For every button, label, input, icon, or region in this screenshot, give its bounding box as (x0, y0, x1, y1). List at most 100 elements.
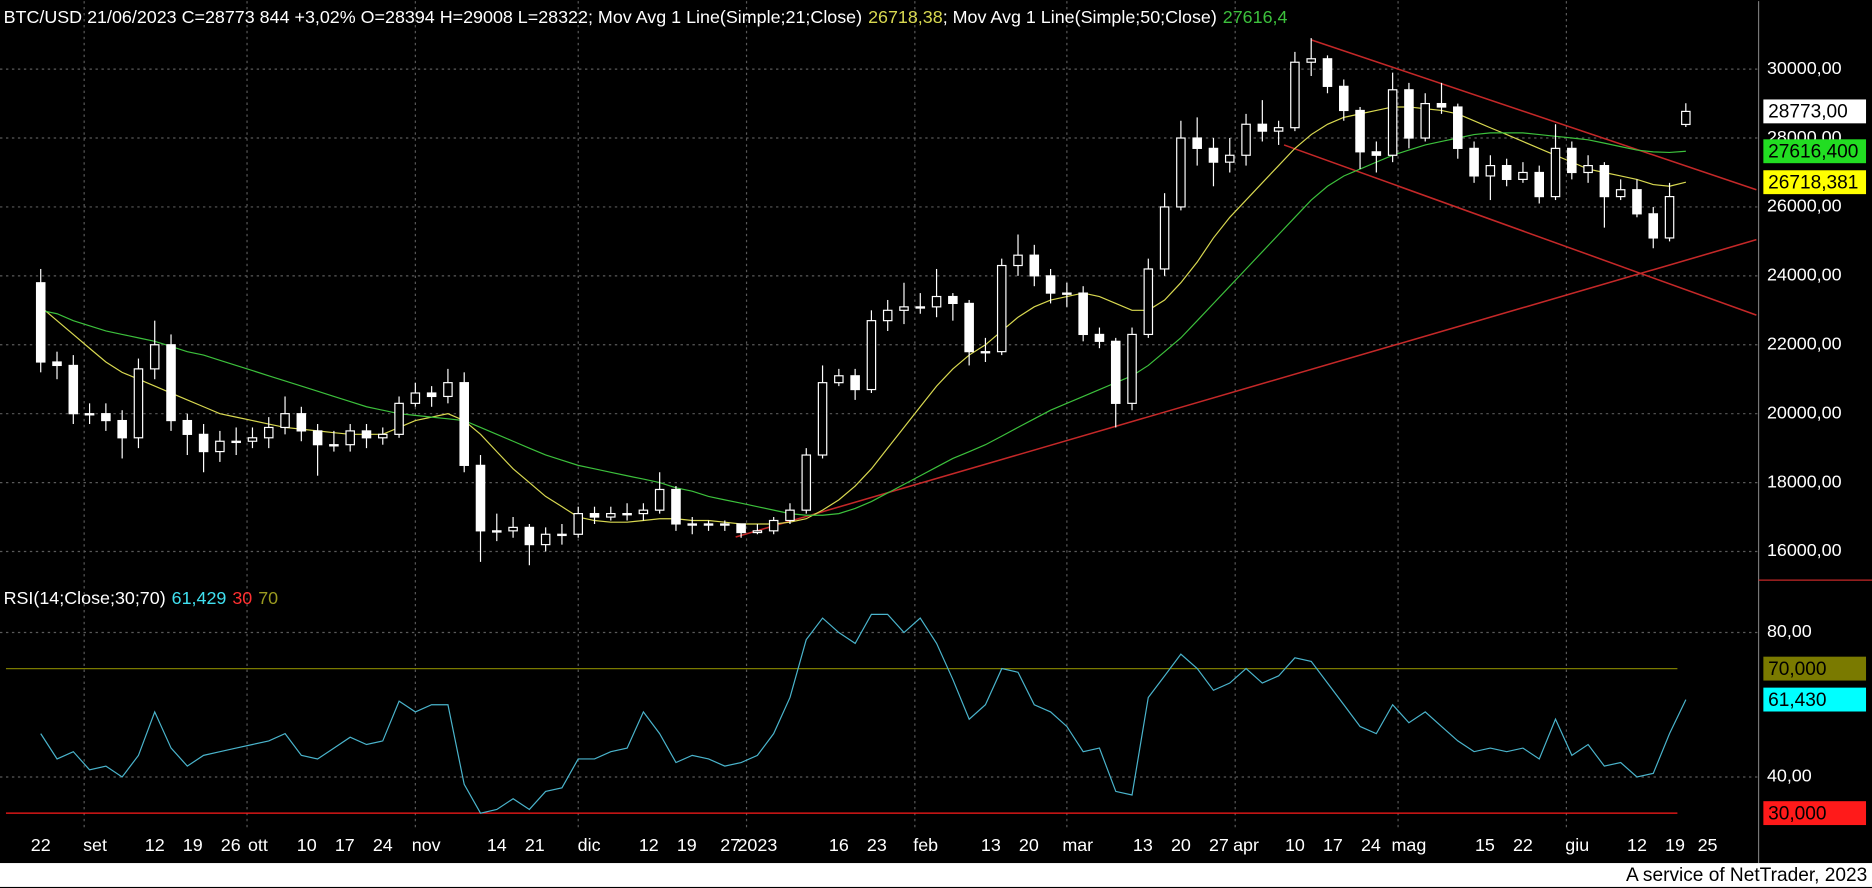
candle-body (1664, 196, 1675, 239)
price-header: BTC/USD 21/06/2023 C=28773 844 +3,02% O=… (4, 7, 1288, 27)
x-tick-label: dic (578, 835, 601, 855)
price-plot (35, 38, 1757, 566)
x-tick-label: 20 (1171, 835, 1191, 855)
x-tick-label: mag (1392, 835, 1427, 855)
price-label: 28773,00 (1768, 102, 1848, 123)
candle-body (931, 295, 942, 308)
y-tick-label: 26000,00 (1767, 196, 1842, 216)
candle-body (703, 523, 714, 526)
candle-body (899, 306, 909, 311)
rsi-line (40, 613, 1687, 814)
candle-body (198, 433, 209, 453)
candle-body (117, 419, 127, 439)
candle-body (1501, 165, 1512, 180)
y-tick-label: 22000,00 (1767, 334, 1842, 354)
candle-body (410, 392, 421, 404)
x-tick-label: ott (248, 835, 268, 855)
title: RSI(14;Close;30;70) (4, 588, 166, 608)
candle-body (850, 375, 860, 391)
level-label: 30,000 (1768, 803, 1826, 824)
legend-level: 30 (232, 588, 252, 608)
x-tick-label: set (83, 835, 107, 855)
candle-body (1241, 123, 1251, 156)
candle-body (1143, 268, 1154, 336)
moving-average-line (40, 132, 1686, 516)
candle-body (443, 382, 453, 398)
x-tick-label: feb (913, 835, 938, 855)
candle-body (524, 526, 535, 546)
candle-body (280, 413, 290, 429)
candle-body (182, 419, 193, 435)
x-tick-label: 26 (221, 835, 241, 855)
x-tick-label: giu (1565, 835, 1589, 855)
y-tick-label: 24000,00 (1767, 265, 1842, 285)
candle-body (720, 523, 730, 526)
candle-body (589, 513, 600, 518)
candle-body (785, 509, 795, 522)
candle-body (996, 264, 1007, 353)
candle-body (312, 430, 323, 446)
candle-body (540, 533, 551, 546)
x-tick-label: 25 (1698, 835, 1718, 855)
level-label-box (1763, 801, 1867, 826)
x-tick-label: 27 (720, 835, 740, 855)
candle-body (573, 513, 584, 535)
price-label: 27616,400 (1768, 141, 1858, 162)
x-tick-label: 24 (1361, 835, 1381, 855)
candle-body (1518, 171, 1528, 180)
x-tick-label: 13 (1133, 835, 1153, 855)
candle-body (329, 444, 339, 447)
footer-bar (0, 863, 1872, 887)
candle-body (1110, 340, 1121, 404)
candle-body (1045, 275, 1056, 294)
rsi-header: RSI(14;Close;30;70) 61,429 30 70 (4, 588, 279, 608)
x-tick-label: nov (412, 835, 441, 855)
price-label-box (1763, 139, 1867, 164)
legend-level: 70 (258, 588, 278, 608)
candle-body (166, 344, 176, 422)
candle-body (1339, 85, 1349, 112)
legend-value: 26718,38 (868, 7, 943, 27)
candle-body (1583, 165, 1593, 174)
legend-value: 27616,4 (1223, 7, 1288, 27)
y-tick-label: 30000,00 (1767, 58, 1842, 78)
candle-body (1078, 292, 1088, 336)
x-tick-label: 16 (829, 835, 849, 855)
candle-body (671, 488, 681, 525)
candle-body (492, 530, 502, 533)
candle-body (508, 526, 518, 532)
candle-body (948, 295, 958, 305)
candle-body (1632, 189, 1642, 215)
candle-body (1322, 58, 1333, 87)
candle-body (1550, 147, 1561, 198)
candle-body (654, 488, 665, 511)
x-tick-label: 22 (31, 835, 51, 855)
candle-body (149, 344, 160, 370)
rsi-label-box (1763, 687, 1867, 712)
candle-body (752, 530, 763, 534)
candle-body (361, 430, 372, 439)
candle-body (1404, 89, 1414, 139)
x-tick-label: 13 (981, 835, 1001, 855)
candle-body (1648, 213, 1659, 239)
candle-body (101, 413, 111, 422)
y-tick-label: 18000,00 (1767, 471, 1842, 491)
candle-body (1127, 333, 1137, 404)
candle-body (1273, 127, 1284, 132)
y-tick-label: 16000,00 (1767, 540, 1842, 560)
legend-name: ; Mov Avg 1 Line(Simple;50;Close) (943, 7, 1217, 27)
candle-body (426, 392, 437, 398)
candle-body (801, 454, 812, 511)
candle-body (1192, 137, 1202, 149)
candle-body (736, 523, 746, 534)
x-tick-label: 17 (335, 835, 355, 855)
candle-body (1599, 165, 1610, 198)
candle-body (834, 375, 844, 384)
x-tick-label: 2023 (737, 835, 777, 855)
candle-body (1567, 147, 1577, 174)
x-tick-label: 10 (297, 835, 317, 855)
price-label-box (1763, 99, 1867, 124)
candle-body (1615, 189, 1626, 198)
y-tick-label: 40,00 (1767, 766, 1812, 786)
